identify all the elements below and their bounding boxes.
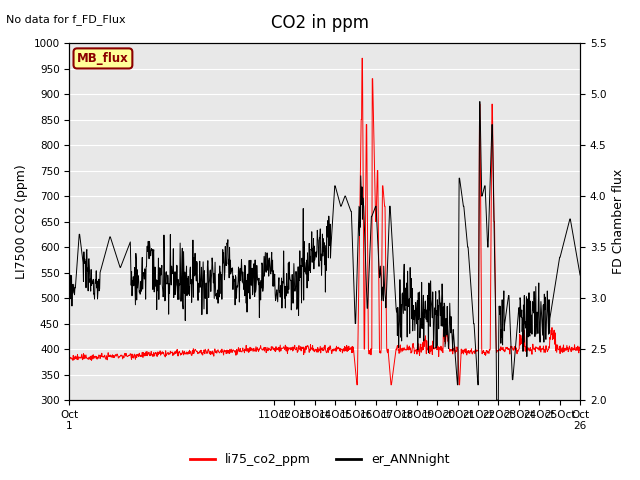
Y-axis label: LI7500 CO2 (ppm): LI7500 CO2 (ppm) [15,164,28,279]
Legend: li75_co2_ppm, er_ANNnight: li75_co2_ppm, er_ANNnight [186,448,454,471]
Text: CO2 in ppm: CO2 in ppm [271,14,369,33]
Text: MB_flux: MB_flux [77,52,129,65]
Text: No data for f_FD_Flux: No data for f_FD_Flux [6,14,126,25]
Y-axis label: FD Chamber flux: FD Chamber flux [612,169,625,274]
